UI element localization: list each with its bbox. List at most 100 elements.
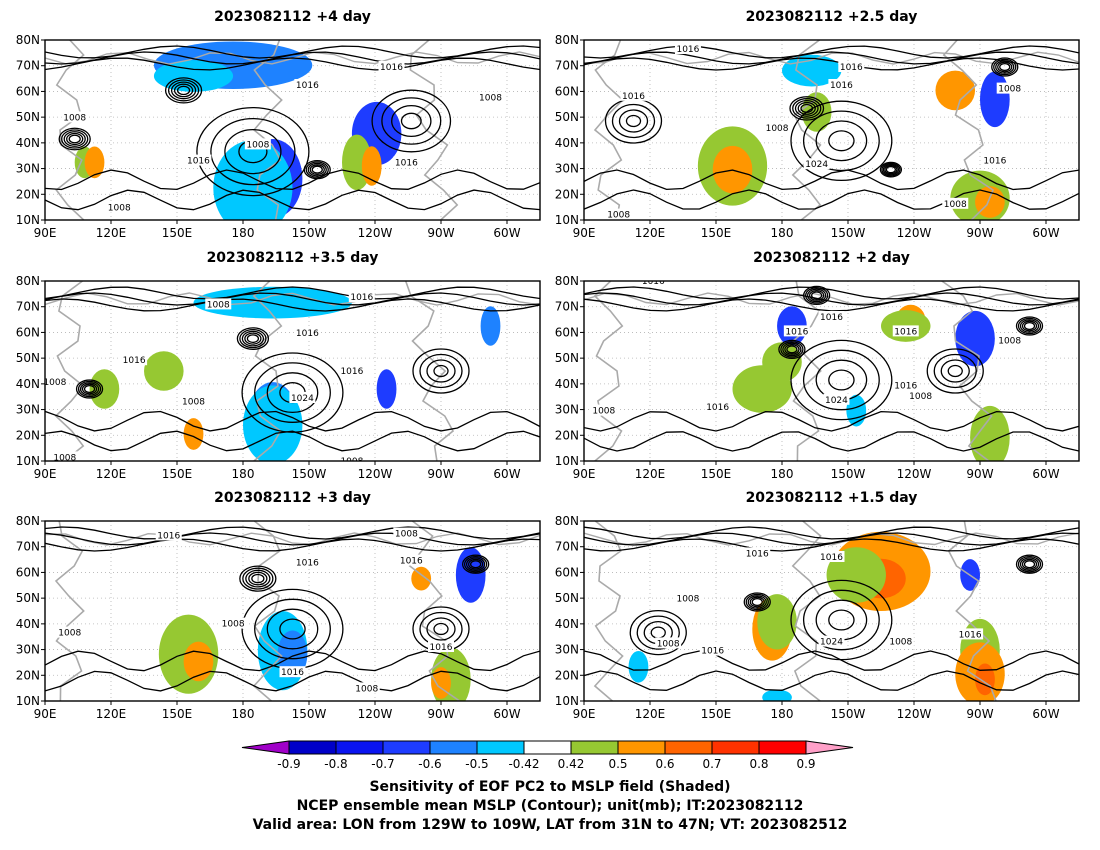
lon-tick-label: 90E: [34, 467, 57, 481]
colorbar-swatch: [758, 740, 807, 755]
colorbar-tick-label: 0.42: [558, 757, 585, 771]
lon-tick-label: 90E: [573, 467, 596, 481]
lat-tick-label: 80N: [16, 33, 40, 47]
lon-tick-label: 60W: [1032, 226, 1059, 240]
isobar-contour: [45, 169, 540, 191]
lat-tick-label: 10N: [16, 213, 40, 227]
contour-label: 1016: [157, 531, 180, 541]
contour-label: 1016: [894, 327, 917, 337]
lat-tick-label: 60N: [555, 565, 579, 579]
lon-tick-label: 90W: [427, 707, 454, 721]
lat-tick-label: 80N: [555, 274, 579, 288]
colorbar-tick-label: -0.42: [508, 757, 539, 771]
sensitivity-shading: [935, 70, 976, 111]
lon-tick-label: 120W: [897, 707, 932, 721]
lon-tick-label: 180: [232, 467, 255, 481]
isobar-contour: [45, 526, 540, 540]
isobar-contour: [45, 430, 540, 452]
lat-tick-label: 50N: [555, 351, 579, 365]
isobar-contour: [584, 286, 1079, 300]
lon-tick-label: 60W: [493, 707, 520, 721]
contour-label: 1008: [909, 392, 932, 402]
map-panel: 2023082112 +1.5 day 1016 1016 1008 1008 1016 1…: [555, 490, 1080, 721]
coastline: [55, 40, 85, 220]
lat-tick-label: 30N: [16, 403, 40, 417]
lon-tick-label: 90E: [573, 707, 596, 721]
sensitivity-shading: [89, 369, 120, 409]
contour-label: 1016: [701, 647, 724, 657]
lat-tick-label: 10N: [555, 213, 579, 227]
isobar-contour: [45, 538, 540, 552]
contour-label: 1008: [63, 113, 86, 123]
contour-label: 1016: [785, 327, 808, 337]
lon-tick-label: 150W: [831, 467, 866, 481]
contour-label: 1008: [340, 457, 363, 467]
colorbar-swatch: [429, 740, 478, 755]
lat-tick-label: 80N: [16, 514, 40, 528]
lon-tick-label: 90W: [966, 707, 993, 721]
lon-tick-label: 90W: [966, 226, 993, 240]
lat-tick-label: 70N: [16, 59, 40, 73]
contour-label: 1016: [395, 158, 418, 168]
isobar-contour: [45, 292, 540, 306]
contour-label: 1008: [592, 407, 615, 417]
colorbar-min-arrow: [241, 740, 290, 755]
caption-line-2: NCEP ensemble mean MSLP (Contour); unit(…: [297, 798, 804, 814]
sensitivity-shading: [376, 369, 397, 409]
isobar-contour: [45, 670, 540, 692]
isobar-contour: [584, 189, 1079, 210]
lat-tick-label: 10N: [555, 454, 579, 468]
isobar-contour: [584, 298, 1079, 312]
contour-label: 1008: [395, 530, 418, 540]
lat-tick-label: 40N: [555, 377, 579, 391]
lat-tick-label: 10N: [16, 454, 40, 468]
contour-label: 1008: [222, 620, 245, 630]
panel-title: 2023082112 +2 day: [753, 250, 910, 266]
colorbar-swatch: [617, 740, 666, 755]
colorbar-tick-label: 0.7: [702, 757, 721, 771]
colorbar-swatch: [711, 740, 760, 755]
lon-tick-label: 150E: [701, 467, 732, 481]
lat-tick-label: 60N: [555, 325, 579, 339]
map-panel: 2023082112 +2.5 day 1016 1016 1016 1008 1016 1…: [555, 9, 1080, 240]
sensitivity-shading: [955, 310, 995, 367]
contour-label: 1016: [706, 403, 729, 413]
contour-label: 1016: [820, 313, 843, 323]
lon-tick-label: 120W: [897, 226, 932, 240]
panel-frame: [583, 280, 1080, 462]
lon-tick-label: 90E: [34, 707, 57, 721]
isobar-contour: [584, 292, 1079, 306]
lat-tick-label: 60N: [16, 565, 40, 579]
lat-tick-label: 20N: [555, 187, 579, 201]
lon-tick-label: 150E: [701, 226, 732, 240]
contour-label: 1008: [53, 453, 76, 463]
sensitivity-shading: [183, 418, 204, 450]
contour-label: 1016: [642, 277, 665, 287]
lat-tick-label: 70N: [555, 540, 579, 554]
panel-frame: [583, 39, 1080, 221]
colorbar-tick-label: 0.5: [608, 757, 627, 771]
sensitivity-shading: [732, 365, 792, 413]
isobar-contour: [45, 189, 540, 211]
coastline: [791, 521, 822, 701]
lon-tick-label: 120W: [358, 226, 393, 240]
lat-tick-label: 50N: [555, 591, 579, 605]
lat-tick-label: 10N: [16, 694, 40, 708]
colorbar-swatch: [382, 740, 431, 755]
caption-line-1: Sensitivity of EOF PC2 to MSLP field (Sh…: [369, 779, 730, 795]
contour-label: 1016: [820, 553, 843, 563]
coastline: [45, 532, 540, 546]
coastline: [45, 292, 540, 306]
lon-tick-label: 120E: [96, 467, 127, 481]
colorbar-max-arrow: [805, 740, 854, 755]
contour-label: 1016: [746, 549, 769, 559]
panel-frame: [44, 520, 541, 702]
contour-label: 1016: [296, 81, 319, 91]
lat-tick-label: 30N: [16, 162, 40, 176]
isobar-contour: [45, 286, 540, 300]
contour-label: 1016: [840, 63, 863, 73]
lat-tick-label: 70N: [555, 59, 579, 73]
coastline: [409, 40, 459, 220]
contour-label: 1016: [676, 45, 699, 55]
